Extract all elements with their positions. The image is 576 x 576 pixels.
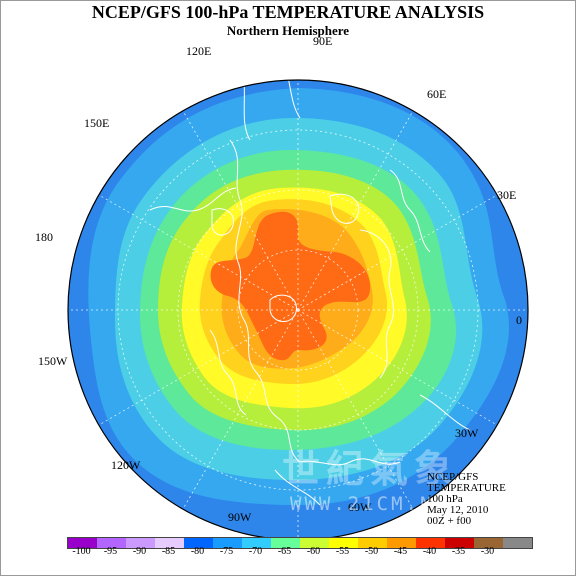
- info-variable: TEMPERATURE: [427, 482, 506, 494]
- lon-label-150e: 150E: [84, 116, 110, 130]
- lon-label-120w: 120W: [111, 458, 141, 472]
- lon-label-30w: 30W: [455, 426, 479, 440]
- legend-swatch: [503, 538, 532, 548]
- legend-label: -60: [306, 546, 321, 557]
- page-title: NCEP/GFS 100-hPa TEMPERATURE ANALYSIS: [91, 2, 485, 22]
- legend-swatch: [271, 538, 300, 548]
- lon-label-30e: 30E: [497, 188, 517, 202]
- lon-label-150w: 150W: [38, 354, 68, 368]
- watermark-logo: 世紀氣象: [282, 447, 459, 491]
- legend-swatch: [242, 538, 271, 548]
- legend-swatch: [358, 538, 387, 548]
- legend-label: -85: [161, 546, 176, 557]
- legend-label: -45: [393, 546, 408, 557]
- legend-label: -50: [364, 546, 379, 557]
- legend-label: -80: [190, 546, 205, 557]
- info-forecast-hour: 00Z + f00: [427, 515, 472, 527]
- legend-swatch: [126, 538, 155, 548]
- legend-swatch: [213, 538, 242, 548]
- lon-label-90e: 90E: [313, 34, 333, 48]
- legend-label: -100: [72, 546, 91, 557]
- legend-swatch: [97, 538, 126, 548]
- legend-label: -55: [335, 546, 350, 557]
- legend-label: -95: [103, 546, 118, 557]
- info-block: NCEP/GFS TEMPERATURE 100 hPa May 12, 201…: [427, 472, 506, 527]
- legend-swatch: [155, 538, 184, 548]
- graticule: [68, 80, 528, 540]
- legend-label: -90: [132, 546, 147, 557]
- legend-swatch: [416, 538, 445, 548]
- lon-label-60w: 60W: [348, 500, 372, 514]
- legend-swatch: [68, 538, 97, 548]
- legend-label: -30: [480, 546, 495, 557]
- legend-label: -65: [277, 546, 292, 557]
- legend-swatch: [387, 538, 416, 548]
- info-model: NCEP/GFS: [427, 471, 479, 483]
- legend-label: -70: [248, 546, 263, 557]
- info-date: May 12, 2010: [427, 504, 489, 516]
- legend-swatch: [300, 538, 329, 548]
- watermark-url: WWW.21CM.NET: [290, 493, 464, 515]
- lon-label-60e: 60E: [427, 87, 447, 101]
- legend-label: -35: [451, 546, 466, 557]
- lon-label-180: 180: [35, 230, 53, 244]
- cold-core-minus-40: [210, 211, 371, 361]
- legend-label: -40: [422, 546, 437, 557]
- lon-label-0: 0: [516, 313, 522, 327]
- legend-swatch: [329, 538, 358, 548]
- legend-label: -75: [219, 546, 234, 557]
- legend-swatch: [445, 538, 474, 548]
- page-subtitle: Northern Hemisphere: [226, 23, 350, 38]
- legend-swatch: [184, 538, 213, 548]
- info-level: 100 hPa: [427, 493, 463, 505]
- lon-label-90w: 90W: [228, 510, 252, 524]
- legend-swatch: [474, 538, 503, 548]
- lon-label-120e: 120E: [186, 44, 212, 58]
- color-legend: [67, 537, 533, 549]
- coastlines: [149, 80, 471, 506]
